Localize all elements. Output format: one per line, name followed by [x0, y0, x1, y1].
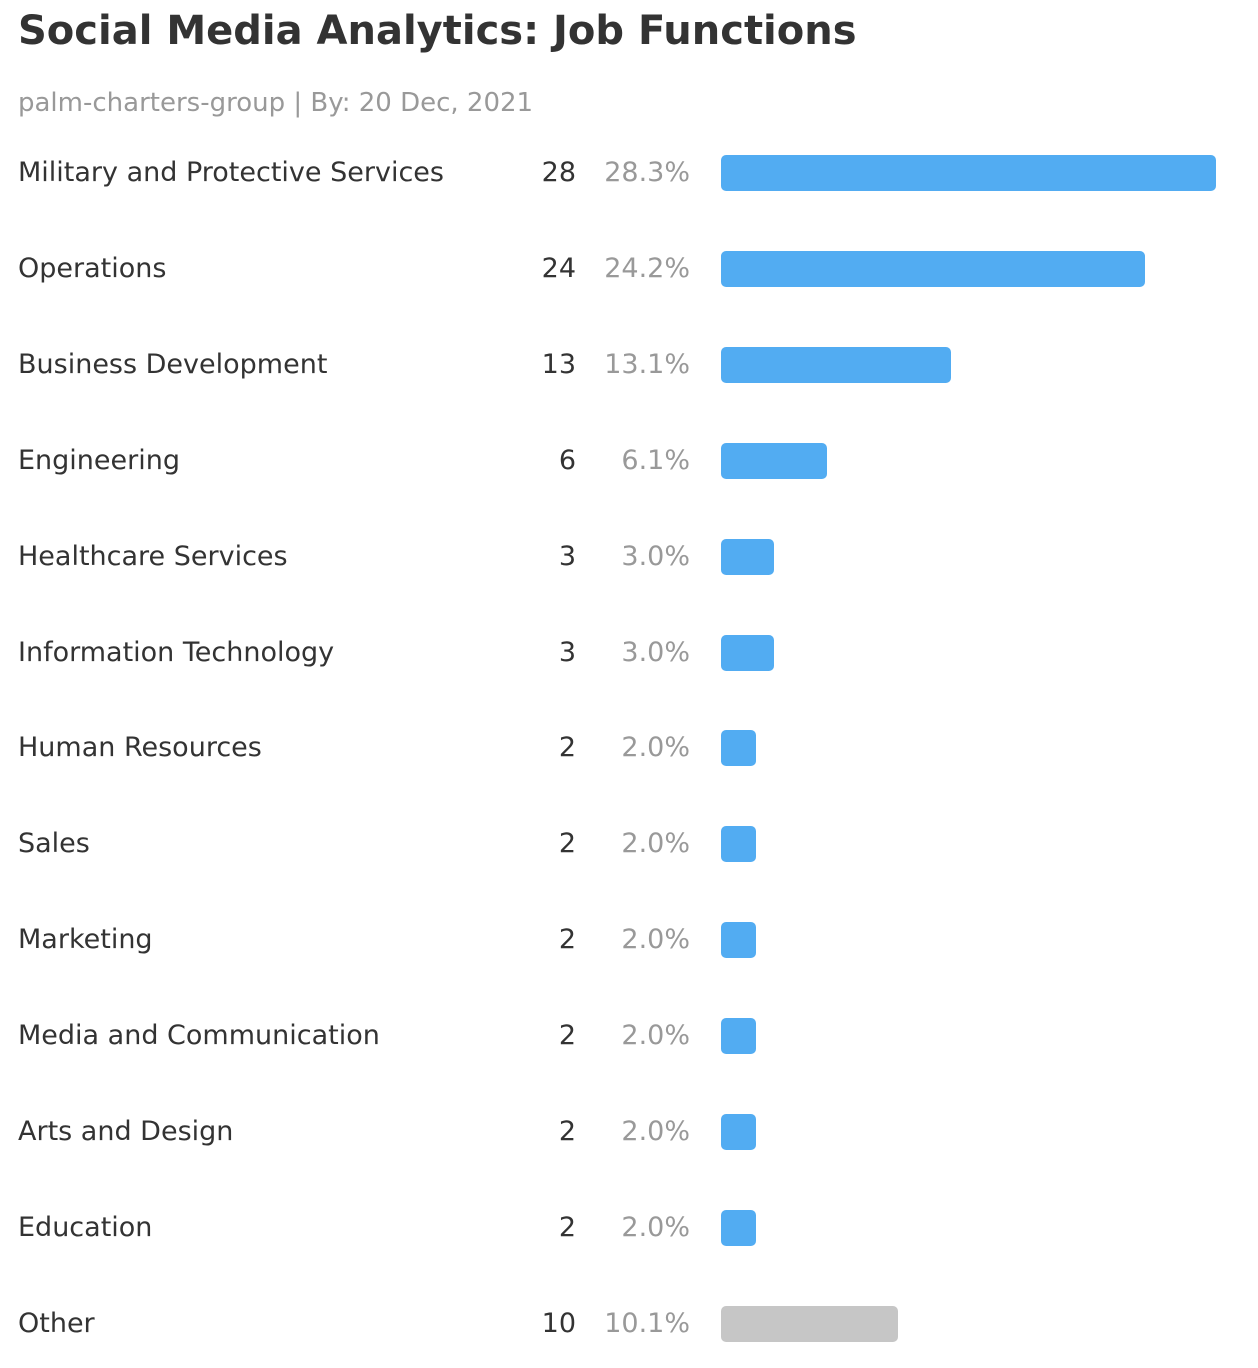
- row-percentage: 2.0%: [621, 1116, 690, 1147]
- row-label: Other: [18, 1308, 95, 1339]
- row-label: Education: [18, 1212, 153, 1243]
- row-count: 2: [558, 924, 576, 955]
- bar: [721, 539, 774, 575]
- chart-title: Social Media Analytics: Job Functions: [18, 8, 857, 54]
- chart-row: Arts and Design 2 2.0%: [0, 1114, 1258, 1154]
- row-percentage: 10.1%: [604, 1308, 690, 1339]
- row-count: 2: [558, 828, 576, 859]
- row-label: Media and Communication: [18, 1020, 380, 1051]
- chart-row: Military and Protective Services 28 28.3%: [0, 155, 1258, 195]
- bar: [721, 922, 756, 958]
- chart-row: Business Development 13 13.1%: [0, 347, 1258, 387]
- chart-row: Information Technology 3 3.0%: [0, 635, 1258, 675]
- row-label: Arts and Design: [18, 1116, 234, 1147]
- bar: [721, 635, 774, 671]
- bar: [721, 155, 1216, 191]
- bar: [721, 1210, 756, 1246]
- chart-row: Marketing 2 2.0%: [0, 922, 1258, 962]
- bar: [721, 443, 827, 479]
- row-percentage: 13.1%: [604, 349, 690, 380]
- row-label: Healthcare Services: [18, 541, 288, 572]
- bar: [721, 730, 756, 766]
- chart-row: Other 10 10.1%: [0, 1306, 1258, 1346]
- row-count: 10: [541, 1308, 576, 1339]
- row-count: 2: [558, 732, 576, 763]
- bar: [721, 1018, 756, 1054]
- bar: [721, 251, 1145, 287]
- bar: [721, 1114, 756, 1150]
- row-percentage: 28.3%: [604, 157, 690, 188]
- chart-row: Operations 24 24.2%: [0, 251, 1258, 291]
- row-count: 13: [541, 349, 576, 380]
- row-percentage: 2.0%: [621, 1212, 690, 1243]
- row-percentage: 3.0%: [621, 541, 690, 572]
- chart-row: Media and Communication 2 2.0%: [0, 1018, 1258, 1058]
- row-percentage: 3.0%: [621, 637, 690, 668]
- row-percentage: 2.0%: [621, 828, 690, 859]
- row-count: 6: [558, 445, 576, 476]
- row-label: Military and Protective Services: [18, 157, 444, 188]
- row-percentage: 2.0%: [621, 1020, 690, 1051]
- chart-row: Human Resources 2 2.0%: [0, 730, 1258, 770]
- row-count: 24: [541, 253, 576, 284]
- row-percentage: 2.0%: [621, 924, 690, 955]
- row-label: Operations: [18, 253, 167, 284]
- row-label: Information Technology: [18, 637, 335, 668]
- row-count: 3: [558, 541, 576, 572]
- bar: [721, 347, 951, 383]
- row-percentage: 2.0%: [621, 732, 690, 763]
- row-percentage: 24.2%: [604, 253, 690, 284]
- chart-row: Education 2 2.0%: [0, 1210, 1258, 1250]
- row-percentage: 6.1%: [621, 445, 690, 476]
- row-count: 28: [541, 157, 576, 188]
- chart-row: Sales 2 2.0%: [0, 826, 1258, 866]
- bar: [721, 1306, 898, 1342]
- bar: [721, 826, 756, 862]
- row-label: Marketing: [18, 924, 153, 955]
- row-count: 3: [558, 637, 576, 668]
- row-label: Sales: [18, 828, 90, 859]
- row-label: Business Development: [18, 349, 328, 380]
- row-count: 2: [558, 1212, 576, 1243]
- chart-row: Engineering 6 6.1%: [0, 443, 1258, 483]
- chart-row: Healthcare Services 3 3.0%: [0, 539, 1258, 579]
- row-count: 2: [558, 1020, 576, 1051]
- row-label: Human Resources: [18, 732, 262, 763]
- row-label: Engineering: [18, 445, 180, 476]
- chart-subtitle: palm-charters-group | By: 20 Dec, 2021: [18, 88, 534, 118]
- row-count: 2: [558, 1116, 576, 1147]
